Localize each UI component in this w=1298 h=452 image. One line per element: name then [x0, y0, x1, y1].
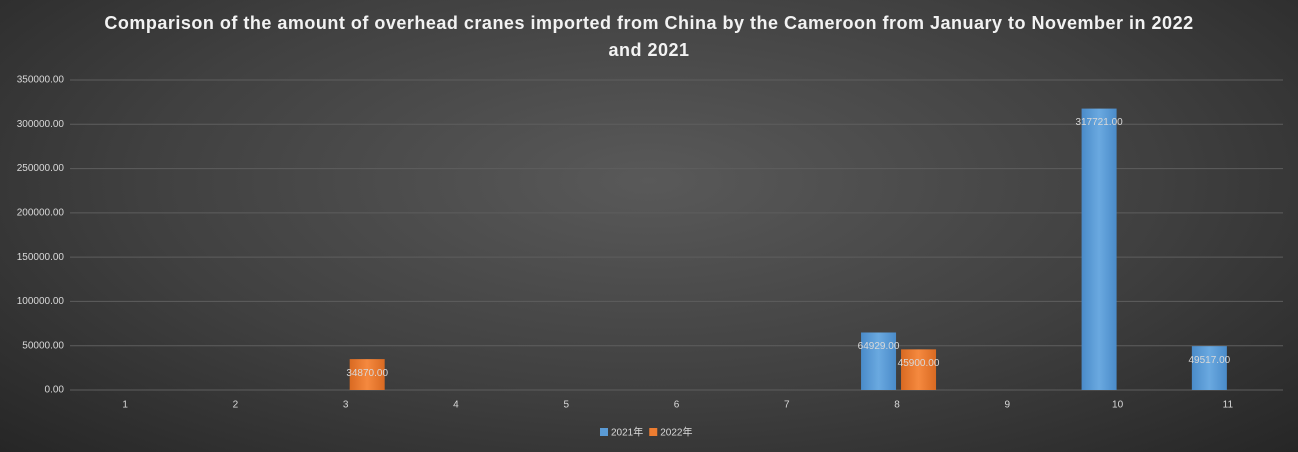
- bar: [901, 349, 937, 390]
- data-label: 34870.00: [346, 368, 388, 379]
- bar: [1081, 108, 1117, 391]
- x-tick-label: 1: [122, 400, 128, 411]
- x-tick-label: 8: [894, 400, 900, 411]
- x-tick-label: 6: [674, 400, 680, 411]
- y-tick-label: 50000.00: [22, 340, 64, 351]
- y-tick-label: 100000.00: [17, 296, 65, 307]
- x-tick-label: 4: [453, 400, 459, 411]
- x-tick-label: 11: [1223, 400, 1234, 411]
- y-tick-label: 200000.00: [17, 207, 65, 218]
- x-tick-label: 3: [343, 400, 349, 411]
- bar: [1191, 346, 1227, 390]
- data-label: 317721.00: [1075, 117, 1123, 128]
- legend-swatch: [600, 428, 608, 436]
- y-tick-label: 300000.00: [17, 119, 65, 130]
- y-tick-label: 350000.00: [17, 75, 65, 86]
- data-label: 64929.00: [858, 341, 900, 352]
- legend-label: 2021年: [611, 426, 643, 439]
- y-tick-label: 250000.00: [17, 163, 65, 174]
- x-tick-label: 9: [1005, 400, 1011, 411]
- x-tick-label: 5: [563, 400, 569, 411]
- x-tick-label: 2: [233, 400, 239, 411]
- data-label: 45900.00: [898, 358, 940, 369]
- y-tick-label: 0.00: [45, 385, 65, 396]
- legend-swatch: [649, 428, 658, 436]
- chart-title: Comparison of the amount of overhead cra…: [104, 13, 1194, 60]
- x-tick-label: 10: [1112, 400, 1124, 411]
- data-label: 49517.00: [1189, 355, 1231, 366]
- legend-label: 2022年: [660, 426, 692, 439]
- bar: [861, 332, 897, 390]
- y-tick-label: 150000.00: [17, 252, 65, 263]
- x-tick-label: 7: [784, 400, 790, 411]
- bar: [349, 359, 385, 390]
